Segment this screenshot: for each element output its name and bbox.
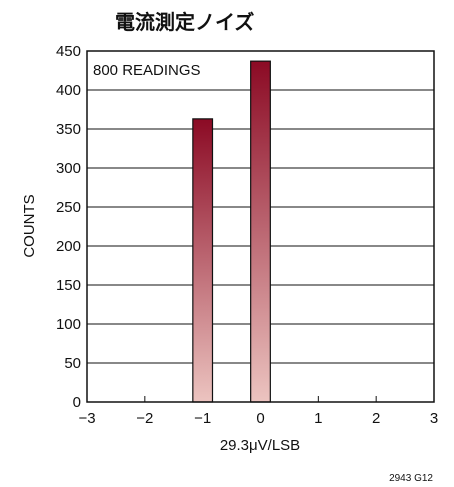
x-tick-label-5: 2	[372, 410, 380, 427]
x-tick-label-0: −3	[78, 410, 95, 427]
y-tick-label-3: 150	[56, 277, 81, 294]
bar-1	[250, 60, 271, 403]
y-tick-label-7: 350	[56, 121, 81, 138]
x-axis-label: 29.3μV/LSB	[220, 437, 300, 454]
y-tick-label-2: 100	[56, 316, 81, 333]
figure-id: 2943 G12	[389, 473, 433, 484]
x-tick-label-4: 1	[314, 410, 322, 427]
y-tick-label-4: 200	[56, 238, 81, 255]
annotation-readings: 800 READINGS	[93, 62, 201, 79]
x-tick-label-2: −1	[194, 410, 211, 427]
bars	[192, 60, 271, 403]
y-tick-label-1: 50	[64, 355, 81, 372]
y-tick-label-0: 0	[73, 394, 81, 411]
x-tick-label-3: 0	[256, 410, 264, 427]
x-tick-labels: −3 −2 −1 0 1 2 3	[78, 410, 438, 427]
annotation-backdrop	[88, 53, 218, 85]
x-tick-label-1: −2	[136, 410, 153, 427]
x-tick-label-6: 3	[430, 410, 438, 427]
y-tick-labels: 0 50 100 150 200 250 300 350 400 450	[56, 43, 81, 411]
plot-frame	[86, 50, 435, 403]
y-tick-label-5: 250	[56, 199, 81, 216]
chart-title: 電流測定ノイズ	[115, 10, 254, 34]
y-axis-label: COUNTS	[21, 194, 38, 257]
y-tick-label-6: 300	[56, 160, 81, 177]
y-tick-label-9: 450	[56, 43, 81, 60]
y-tick-label-8: 400	[56, 82, 81, 99]
bar-0	[192, 118, 214, 403]
